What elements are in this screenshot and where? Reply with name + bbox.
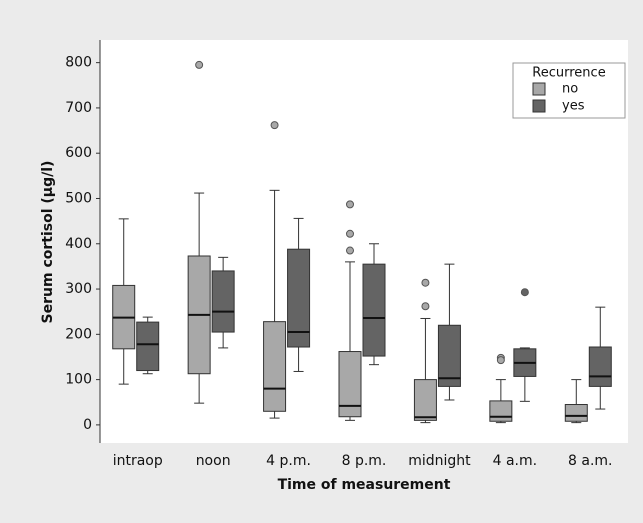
y-tick-label: 800 xyxy=(65,55,92,71)
y-tick-label: 400 xyxy=(65,236,92,252)
legend-label: no xyxy=(562,82,578,97)
x-tick-label: 4 p.m. xyxy=(266,453,311,469)
box xyxy=(211,270,235,333)
box xyxy=(136,321,160,372)
box xyxy=(263,321,287,412)
legend-swatch xyxy=(532,99,546,113)
outlier xyxy=(520,288,529,297)
box xyxy=(413,379,437,421)
x-axis-label: Time of measurement xyxy=(278,477,451,493)
box xyxy=(588,346,612,387)
x-tick-label: 8 p.m. xyxy=(342,453,387,469)
x-tick-label: 8 a.m. xyxy=(568,453,612,469)
outlier xyxy=(496,356,505,365)
outlier xyxy=(421,302,430,311)
legend-swatch xyxy=(532,82,546,96)
box xyxy=(362,263,386,357)
x-tick-label: 4 a.m. xyxy=(493,453,537,469)
y-tick-label: 500 xyxy=(65,190,92,206)
y-tick-label: 300 xyxy=(65,281,92,297)
outlier xyxy=(346,246,354,255)
box xyxy=(287,248,311,348)
outlier xyxy=(346,229,354,238)
box xyxy=(437,324,461,387)
x-tick-label: noon xyxy=(196,453,231,469)
y-tick-label: 100 xyxy=(65,372,92,388)
outlier xyxy=(195,60,204,69)
y-axis-label: Serum cortisol (µg/l) xyxy=(40,161,56,324)
y-tick-label: 0 xyxy=(83,417,92,433)
outlier xyxy=(421,278,430,287)
y-tick-label: 700 xyxy=(65,100,92,116)
x-tick-label: intraop xyxy=(113,453,163,469)
legend-title: Recurrence xyxy=(532,66,605,81)
box xyxy=(489,400,513,422)
legend-box xyxy=(512,62,626,119)
legend-label: yes xyxy=(562,99,585,114)
outlier xyxy=(270,121,279,130)
x-tick-label: midnight xyxy=(408,453,471,469)
outlier xyxy=(346,200,354,209)
box xyxy=(564,404,588,422)
y-tick-label: 600 xyxy=(65,145,92,161)
y-tick-label: 200 xyxy=(65,326,92,342)
box xyxy=(338,351,362,418)
